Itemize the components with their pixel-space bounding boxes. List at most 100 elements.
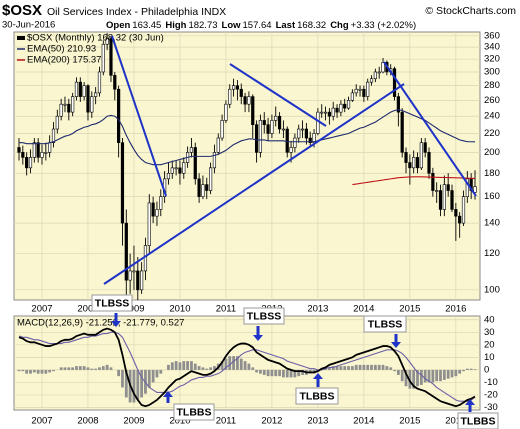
series-line [352,176,476,186]
note-text: TLBBS [300,390,335,402]
candle-body [136,270,140,291]
candle-body [274,115,278,121]
panel-title: MACD(12,26,9) -21.252, -21.779, 0.527 [17,318,184,329]
histogram-bar [224,358,228,370]
series-line [19,109,476,166]
x-tick-label: 2015 [399,416,420,427]
histogram-bar [285,369,289,378]
histogram-bar [396,369,400,375]
candle-body [231,85,236,90]
candle-body [323,111,328,114]
histogram-bar [209,367,212,370]
x-tick-label: 2007 [31,416,52,427]
candle-body [415,157,420,169]
histogram-bar [423,369,427,383]
histogram-bar [358,364,362,370]
histogram-bar [247,363,251,370]
candle-body [331,107,335,117]
histogram-bar [105,364,109,370]
candle-body [281,128,286,131]
plot-area [13,31,481,301]
histogram-bar [174,361,178,370]
histogram-bar [193,363,197,370]
candle-body [51,128,56,144]
arrow-head [111,321,121,327]
candle-body [343,103,347,109]
candle-body [339,103,343,113]
candle-body [412,157,416,169]
histogram-bar [178,362,182,370]
candle-body [220,120,224,139]
x-tick-label: 2011 [216,304,236,315]
candle-body [205,184,209,191]
candle-body [128,270,132,281]
candle-body [381,61,385,73]
quote-label: Open [106,20,130,31]
histogram-bar [450,369,454,378]
x-tick-label: 2007 [31,304,52,315]
candle-body [408,162,412,169]
chart-title: $OSX [2,2,42,19]
x-tick-label: 2010 [169,304,190,315]
histogram-bar [454,369,458,377]
candle-body [71,96,75,113]
histogram-bar [400,369,404,382]
histogram-bar [324,368,327,370]
trendline [383,61,477,197]
histogram-bar [78,366,82,370]
arrow-head [313,373,323,379]
histogram-bar [182,361,186,370]
legend-label: $OSX (Monthly) 168.32 (30 Jun) [27,33,164,44]
candle-body [140,270,144,291]
candle-body [86,85,90,113]
candle-body [201,184,205,197]
histogram-bar [117,369,121,377]
note-box [91,294,133,312]
candle-body [438,190,443,210]
x-tick-label: 2011 [216,416,236,427]
arrow-head [391,342,401,348]
y-tick-label: 10 [484,352,495,363]
x-tick-label: 2014 [353,304,374,315]
histogram-bar [297,369,301,377]
y-tick-label: 160 [484,191,500,202]
histogram-bar [389,367,393,370]
histogram-bar [354,364,358,370]
histogram-bar [469,368,473,370]
histogram-bar [159,369,163,374]
candle-body [396,96,400,113]
histogram-bar [377,364,381,370]
candle-body [358,88,362,91]
histogram-bar [327,367,331,370]
candle-body [235,85,240,90]
note-box [243,307,285,325]
histogram-bar [278,369,281,377]
histogram-bar [251,367,255,370]
note-box [363,315,407,333]
histogram-bar [228,356,232,370]
candle-body [101,43,105,73]
candle-body [243,96,247,105]
candle-body [67,103,71,113]
quote-value: 163.45 [132,20,161,31]
histogram-bar [167,364,170,370]
candle-body [32,142,36,158]
histogram-bar [82,366,86,370]
y-tick-label: 180 [484,168,500,179]
candle-body [473,186,477,193]
histogram-bar [350,366,354,370]
histogram-bar [136,369,140,400]
candle-body [74,81,79,97]
x-tick-label: 2016 [445,416,466,427]
candle-body [450,190,454,210]
histogram-bar [404,369,408,387]
candle-body [147,202,151,246]
candle-body [262,120,266,125]
candle-body [335,107,339,113]
candle-body [97,71,102,94]
candle-body [454,209,458,217]
y-tick-label: 120 [484,248,500,259]
candle-body [247,96,251,105]
histogram-bar [98,367,101,370]
candle-body [377,71,381,74]
